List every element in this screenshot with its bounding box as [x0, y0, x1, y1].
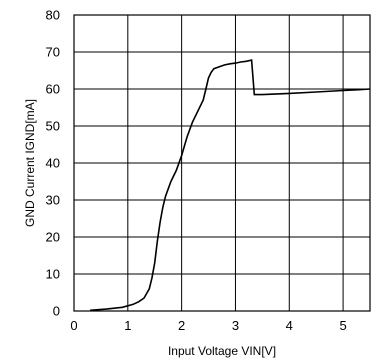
x-tick-labels: 0 1 2 3 4 5: [70, 318, 346, 333]
y-tick-label: 0: [53, 304, 60, 319]
y-tick-labels: 0 10 20 30 40 50 60 70 80: [46, 8, 60, 319]
y-tick-label: 50: [46, 119, 60, 134]
y-tick-label: 60: [46, 82, 60, 97]
series-line: [90, 59, 371, 312]
x-tick-label: 5: [339, 318, 346, 333]
y-tick-label: 30: [46, 193, 60, 208]
y-tick-label: 10: [46, 267, 60, 282]
y-tick-label: 70: [46, 45, 60, 60]
y-tick-label: 80: [46, 8, 60, 23]
y-axis-title: GND Current IGND[mA]: [23, 99, 37, 227]
grid-lines: [74, 15, 370, 311]
x-tick-label: 4: [286, 318, 293, 333]
x-axis-title: Input Voltage VIN[V]: [168, 344, 276, 358]
x-tick-label: 2: [178, 318, 185, 333]
x-tick-label: 1: [124, 318, 131, 333]
x-tick-label: 3: [232, 318, 239, 333]
plot-frame: [73, 14, 371, 312]
y-tick-label: 20: [46, 230, 60, 245]
x-tick-label: 0: [70, 318, 77, 333]
y-tick-label: 40: [46, 156, 60, 171]
